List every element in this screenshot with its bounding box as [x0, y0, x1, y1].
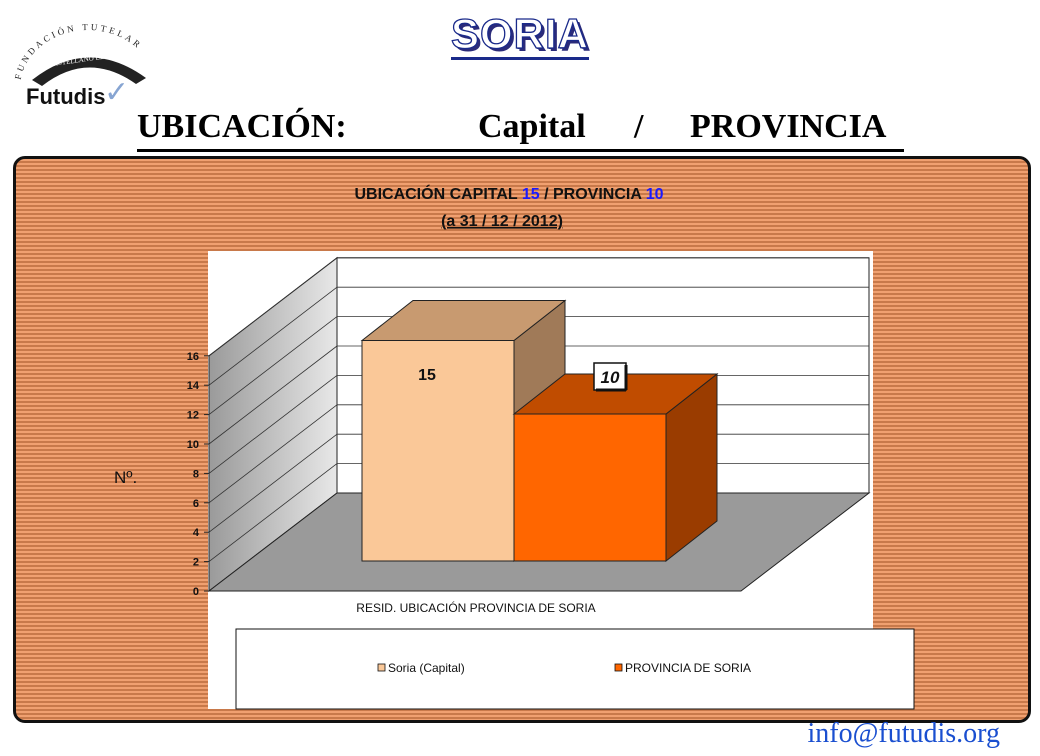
chart-title-prefix: UBICACIÓN CAPITAL	[354, 184, 521, 203]
gridline-side	[208, 433, 338, 533]
y-tick-label: 16	[187, 351, 199, 363]
bar-chart: UBICACIÓN CAPITAL 15 / PROVINCIA 10 (a 3…	[114, 184, 915, 710]
gridline-side	[208, 345, 338, 445]
y-tick-label: 8	[193, 468, 199, 480]
chart-panel: UBICACIÓN CAPITAL 15 / PROVINCIA 10 (a 3…	[13, 156, 1031, 723]
x-axis-label: RESID. UBICACIÓN PROVINCIA DE SORIA	[356, 600, 595, 615]
gridline-side	[208, 404, 338, 504]
y-tick-label: 14	[187, 380, 200, 392]
data-label-box	[593, 362, 627, 391]
y-tick-label: 6	[193, 498, 199, 510]
subtitle-capital: Capital	[478, 108, 586, 145]
data-label: 15	[418, 367, 436, 384]
legend-entry: PROVINCIA DE SORIA	[625, 661, 751, 675]
chart-title: UBICACIÓN CAPITAL 15 / PROVINCIA 10	[354, 184, 663, 203]
location-subtitle: UBICACIÓN: Capital / PROVINCIA	[0, 108, 1040, 154]
y-axis-label: Nº.	[114, 468, 137, 487]
chart-title-value-capital: 15	[522, 186, 540, 203]
futudis-logo: FUNDACIÓN TUTELAR CASTELLANO LEONESA Fut…	[13, 22, 146, 108]
subtitle-underline	[137, 149, 904, 152]
chart-date-line: (a 31 / 12 / 2012)	[441, 213, 563, 230]
bar	[361, 340, 515, 562]
contact-email[interactable]: info@futudis.org	[807, 718, 1001, 749]
svg-text:✓: ✓	[104, 76, 129, 108]
bar	[513, 413, 667, 562]
y-tick-label: 12	[187, 410, 199, 422]
subtitle-label: UBICACIÓN:	[137, 108, 347, 145]
y-tick-label: 4	[193, 527, 200, 539]
gridline-side	[208, 463, 338, 562]
chart-title-value-provincia: 10	[646, 186, 664, 203]
legend-swatch	[614, 663, 623, 672]
y-tick-label: 10	[187, 439, 199, 451]
page-title-text: SORIA	[450, 9, 589, 60]
data-label: 10	[601, 368, 620, 387]
logo-brand: Futudis	[26, 84, 105, 108]
chart-title-mid: / PROVINCIA	[540, 186, 646, 203]
y-tick-label: 0	[193, 586, 199, 598]
y-tick-label: 2	[193, 557, 199, 569]
gridline-side	[208, 316, 338, 415]
legend-swatch	[377, 663, 386, 672]
page-title: SORIA	[0, 9, 1040, 60]
legend-entry: Soria (Capital)	[388, 661, 465, 675]
legend-box	[235, 628, 915, 710]
subtitle-provincia: PROVINCIA	[690, 108, 887, 145]
gridline-side	[208, 375, 338, 474]
gridline-side	[208, 286, 338, 386]
subtitle-separator: /	[634, 108, 644, 145]
gridline-side	[208, 257, 338, 357]
